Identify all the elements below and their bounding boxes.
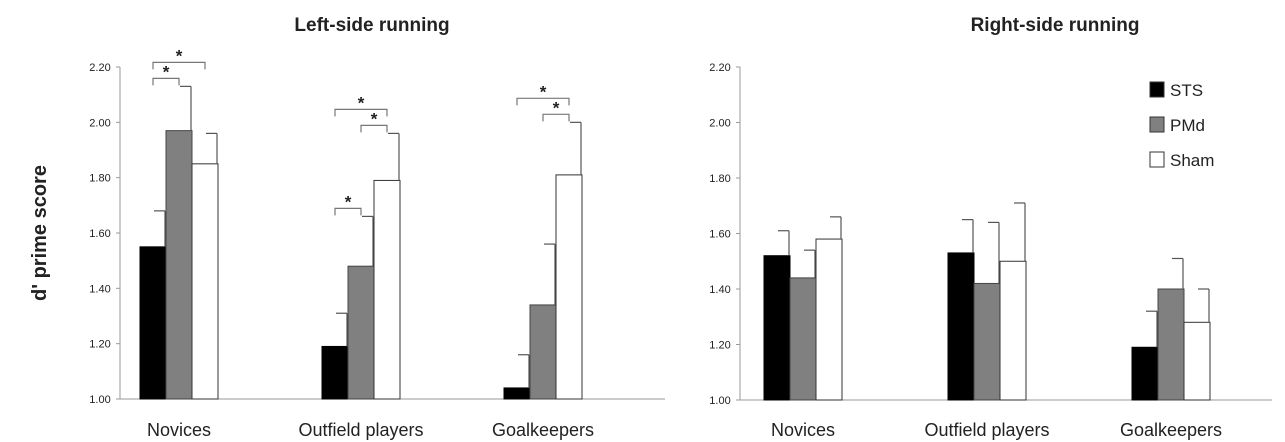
left-panel: 1.00 1.20 1.40 1.60 1.80 2.00 2.20 Novices * * Out… bbox=[89, 46, 665, 440]
left-y-tick-label: 2.00 bbox=[89, 117, 110, 129]
left-significance-bracket bbox=[360, 124, 388, 133]
left-significance-star: * bbox=[345, 192, 352, 211]
left-bar-sts bbox=[139, 246, 167, 400]
legend-swatch-sham bbox=[1149, 151, 1165, 168]
legend-label-sts: STS bbox=[1170, 81, 1203, 100]
right-category-label: Outfield players bbox=[924, 420, 1049, 440]
right-chart-title: Right-side running bbox=[971, 15, 1140, 36]
left-bar-pmd bbox=[529, 304, 557, 400]
left-significance-bracket bbox=[152, 61, 206, 70]
right-bar-sham bbox=[815, 238, 843, 401]
right-y-tick-label: 2.00 bbox=[709, 118, 730, 130]
left-y-tick-label: 1.00 bbox=[89, 394, 110, 406]
right-bar-sham bbox=[999, 260, 1027, 401]
legend-swatch-pmd bbox=[1149, 116, 1165, 133]
right-bar-pmd bbox=[973, 282, 1001, 401]
left-y-tick-label: 1.20 bbox=[89, 339, 110, 351]
legend-label-pmd: PMd bbox=[1170, 116, 1205, 135]
legend-swatch-sts bbox=[1149, 81, 1165, 98]
right-bar-pmd bbox=[1157, 288, 1185, 401]
right-y-tick-label: 1.00 bbox=[709, 395, 730, 407]
right-category-label: Goalkeepers bbox=[1120, 420, 1222, 440]
left-category-label: Goalkeepers bbox=[492, 420, 594, 440]
left-significance-bracket bbox=[334, 207, 362, 216]
legend-label-sham: Sham bbox=[1170, 151, 1214, 170]
left-bar-pmd bbox=[347, 265, 375, 400]
right-bar-sts bbox=[763, 255, 791, 401]
left-chart-title: Left-side running bbox=[294, 15, 449, 36]
left-bar-sham bbox=[191, 163, 219, 400]
left-significance-bracket bbox=[516, 97, 570, 106]
left-bar-sts bbox=[321, 345, 349, 400]
left-y-tick-label: 1.60 bbox=[89, 228, 110, 240]
right-y-tick-label: 1.20 bbox=[709, 340, 730, 352]
left-bar-sts bbox=[503, 387, 531, 400]
left-significance-star: * bbox=[358, 93, 365, 112]
left-y-tick-label: 2.20 bbox=[89, 62, 110, 74]
right-bar-sts bbox=[947, 252, 975, 401]
left-significance-star: * bbox=[176, 46, 183, 65]
right-bar-sham bbox=[1183, 321, 1211, 401]
left-y-tick-label: 1.40 bbox=[89, 283, 110, 295]
left-bar-sham bbox=[555, 174, 583, 400]
y-axis-label: d' prime score bbox=[29, 165, 51, 301]
left-significance-bracket bbox=[152, 77, 180, 86]
left-significance-star: * bbox=[371, 109, 378, 128]
left-significance-bracket bbox=[542, 113, 570, 122]
left-significance-star: * bbox=[553, 98, 560, 117]
left-bar-pmd bbox=[165, 130, 193, 400]
left-category-label: Outfield players bbox=[298, 420, 423, 440]
right-y-tick-label: 1.80 bbox=[709, 173, 730, 185]
left-bar-sham bbox=[373, 179, 401, 400]
right-bar-pmd bbox=[789, 277, 817, 401]
left-category-label: Novices bbox=[147, 420, 211, 440]
right-y-tick-label: 1.60 bbox=[709, 229, 730, 241]
left-y-tick-label: 1.80 bbox=[89, 173, 110, 185]
right-y-tick-label: 1.40 bbox=[709, 284, 730, 296]
chart-marks: 1.00 1.20 1.40 1.60 1.80 2.00 2.20 Novices * * Out… bbox=[89, 46, 1272, 440]
right-panel: 1.00 1.20 1.40 1.60 1.80 2.00 2.20 Novices Outfi… bbox=[709, 62, 1272, 440]
right-bar-sts bbox=[1131, 346, 1159, 401]
left-significance-bracket bbox=[334, 108, 388, 117]
right-category-label: Novices bbox=[771, 420, 835, 440]
left-significance-star: * bbox=[540, 82, 547, 101]
left-significance-star: * bbox=[163, 62, 170, 81]
right-y-tick-label: 2.20 bbox=[709, 62, 730, 74]
